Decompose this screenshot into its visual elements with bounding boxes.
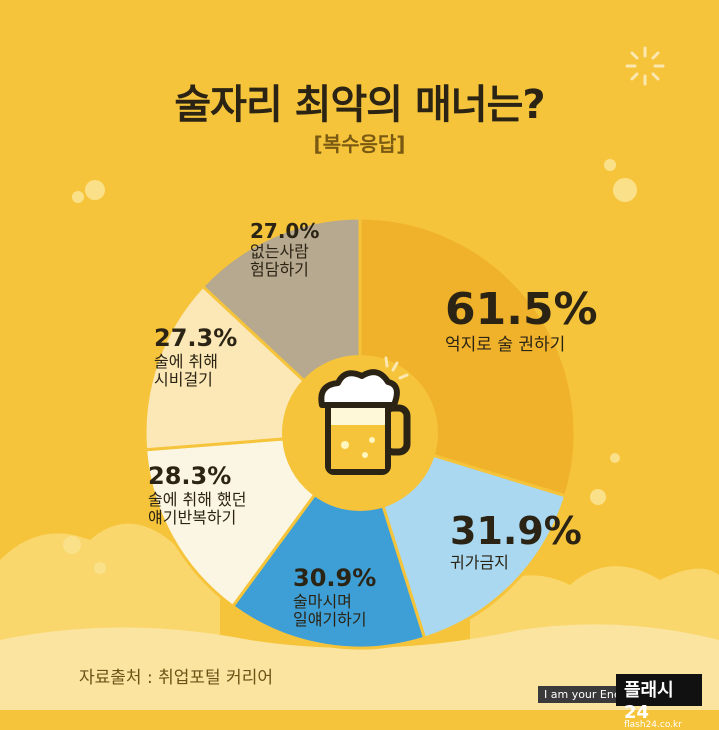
slice-category: 없는사람 bbox=[250, 242, 309, 261]
slice-label-gossip: 27.0% 없는사람 험담하기 bbox=[250, 220, 319, 280]
slice-percent: 61.5% bbox=[445, 284, 598, 335]
slice-category-line2: 시비걸기 bbox=[154, 369, 213, 389]
slice-category: 귀가금지 bbox=[450, 552, 509, 572]
page-title: 술자리 최악의 매너는? bbox=[174, 82, 545, 128]
watermark-left: I am your Ene bbox=[538, 686, 627, 703]
bubble bbox=[63, 536, 81, 554]
sparkle-icon bbox=[625, 46, 665, 86]
bubble bbox=[610, 453, 620, 463]
bubble bbox=[613, 178, 637, 202]
watermark-brand-name: 플래시24 bbox=[624, 680, 674, 723]
slice-percent: 28.3% bbox=[148, 462, 232, 490]
bubble bbox=[85, 180, 105, 200]
slice-label-force-drinking: 61.5% 억지로 술 권하기 bbox=[445, 284, 598, 355]
watermark-url: flash24.co.kr bbox=[624, 720, 682, 730]
watermark-brand: 플래시24 flash24.co.kr bbox=[616, 674, 702, 730]
slice-label-work-talk: 30.9% 술마시며 일얘기하기 bbox=[293, 564, 377, 629]
slice-percent: 27.0% bbox=[250, 219, 320, 243]
slice-category: 술에 취해 bbox=[154, 351, 218, 371]
slice-category-line2: 일얘기하기 bbox=[293, 609, 367, 629]
bubble bbox=[590, 489, 606, 505]
infographic: 술자리 최악의 매너는? [복수응답] 61.5% 억지로 술 권하기 31.9% 귀… bbox=[0, 46, 719, 730]
source-credit: 자료출처 : 취업포털 커리어 bbox=[79, 668, 273, 688]
slice-label-repeat-stories: 28.3% 술에 취해 했던 얘기반복하기 bbox=[148, 462, 247, 527]
slice-category: 억지로 술 권하기 bbox=[445, 334, 566, 355]
pie-chart bbox=[143, 216, 577, 650]
slice-percent: 31.9% bbox=[450, 509, 582, 553]
slice-category: 술마시며 bbox=[293, 591, 352, 611]
bubble bbox=[72, 191, 84, 203]
page-subtitle: [복수응답] bbox=[313, 132, 406, 156]
slice-category-line2: 얘기반복하기 bbox=[148, 507, 237, 527]
slice-percent: 27.3% bbox=[154, 324, 238, 352]
beer-mug-icon bbox=[318, 356, 411, 475]
bubble bbox=[604, 159, 616, 171]
slice-percent: 30.9% bbox=[293, 564, 377, 592]
slice-category-line2: 험담하기 bbox=[250, 260, 309, 280]
slice-label-no-going-home: 31.9% 귀가금지 bbox=[450, 509, 582, 572]
slice-label-picking-fights: 27.3% 술에 취해 시비걸기 bbox=[154, 324, 238, 389]
bubble bbox=[94, 562, 106, 574]
slice-category: 술에 취해 했던 bbox=[148, 489, 247, 509]
